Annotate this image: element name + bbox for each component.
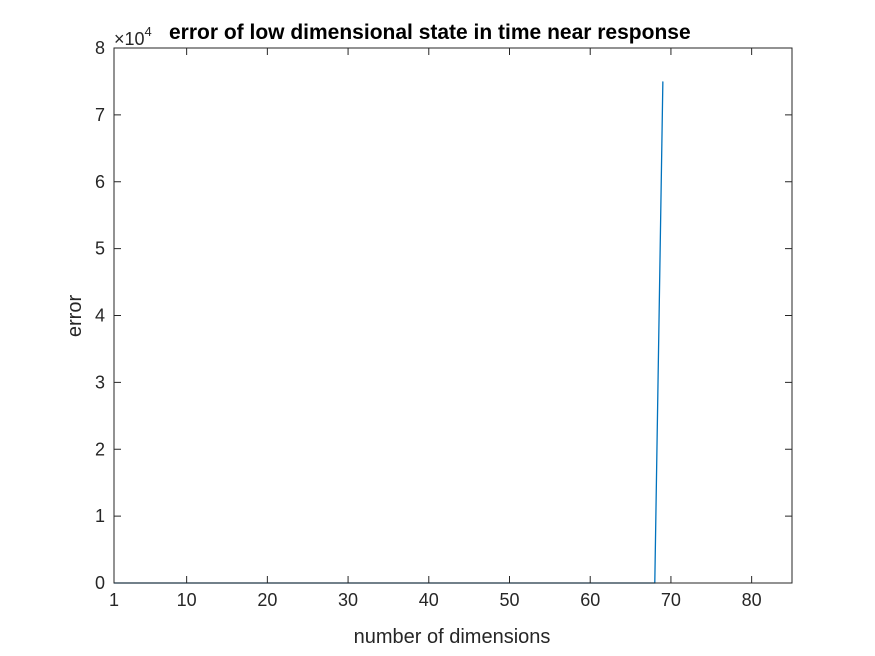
y-exponent-base: ×10 (114, 29, 145, 49)
x-tick-label: 80 (742, 590, 762, 610)
y-tick-label: 4 (95, 306, 105, 326)
chart-title: error of low dimensional state in time n… (169, 21, 691, 44)
plot-background (114, 48, 792, 583)
y-tick-label: 7 (95, 105, 105, 125)
x-tick-label: 20 (257, 590, 277, 610)
x-tick-label: 50 (499, 590, 519, 610)
y-tick-label: 2 (95, 439, 105, 459)
y-tick-label: 1 (95, 506, 105, 526)
y-tick-labels: 0 1 2 3 4 5 6 7 8 (95, 38, 105, 593)
y-tick-label: 3 (95, 372, 105, 392)
plot-area (114, 48, 792, 583)
x-axis-label: number of dimensions (354, 626, 551, 648)
x-tick-labels: 1 10 20 30 40 50 60 70 80 (109, 590, 762, 610)
y-exponent-power: 4 (145, 24, 152, 39)
x-tick-label: 1 (109, 590, 119, 610)
x-tick-label: 60 (580, 590, 600, 610)
y-tick-label: 5 (95, 239, 105, 259)
y-axis-label: error (64, 295, 86, 338)
y-tick-label: 6 (95, 172, 105, 192)
x-tick-label: 10 (177, 590, 197, 610)
x-tick-label: 30 (338, 590, 358, 610)
y-exponent-label: ×104 (114, 24, 152, 49)
y-tick-label: 8 (95, 38, 105, 58)
ticks-layer (113, 47, 792, 584)
x-tick-label: 40 (419, 590, 439, 610)
y-tick-label: 0 (95, 573, 105, 593)
x-tick-label: 70 (661, 590, 681, 610)
